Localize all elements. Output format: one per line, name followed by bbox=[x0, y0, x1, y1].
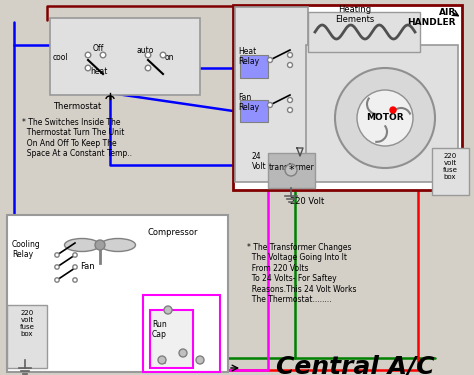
Text: * The Switches Inside The
  Thermostat Turn The Unit
  On And Off To Keep The
  : * The Switches Inside The Thermostat Tur… bbox=[22, 118, 132, 158]
Circle shape bbox=[55, 253, 59, 257]
Circle shape bbox=[196, 356, 204, 364]
Text: C: C bbox=[181, 352, 186, 358]
Text: *: * bbox=[288, 165, 294, 175]
Text: Fan
Relay: Fan Relay bbox=[238, 93, 259, 112]
Circle shape bbox=[73, 278, 77, 282]
Text: on: on bbox=[165, 53, 174, 62]
Text: S: S bbox=[198, 359, 202, 365]
Circle shape bbox=[145, 52, 151, 58]
Circle shape bbox=[55, 278, 59, 282]
Bar bbox=[240, 100, 268, 122]
Text: * The Transformer Changes
  The Voltage Going Into It
  From 220 Volts
  To 24 V: * The Transformer Changes The Voltage Go… bbox=[247, 243, 356, 304]
Text: Central A/C: Central A/C bbox=[276, 355, 434, 375]
Bar bbox=[306, 45, 458, 182]
Text: 220 Volt: 220 Volt bbox=[290, 197, 324, 206]
Bar bbox=[233, 5, 462, 190]
Circle shape bbox=[285, 164, 297, 176]
Text: 220
volt
fuse
box: 220 volt fuse box bbox=[443, 153, 457, 180]
Circle shape bbox=[288, 98, 292, 102]
Circle shape bbox=[179, 349, 187, 357]
Text: auto: auto bbox=[137, 46, 155, 55]
Text: Thermostat: Thermostat bbox=[53, 102, 101, 111]
Bar bbox=[7, 305, 47, 368]
Circle shape bbox=[160, 52, 166, 58]
Text: transformer: transformer bbox=[269, 163, 315, 172]
Text: cool: cool bbox=[53, 53, 69, 62]
Circle shape bbox=[100, 52, 106, 58]
Bar bbox=[268, 153, 315, 188]
Bar bbox=[150, 310, 193, 368]
Ellipse shape bbox=[64, 238, 100, 252]
Bar bbox=[308, 12, 420, 52]
Bar bbox=[432, 148, 469, 195]
Circle shape bbox=[55, 265, 59, 269]
Ellipse shape bbox=[100, 238, 136, 252]
Circle shape bbox=[335, 68, 435, 168]
Text: AIR
HANDLER: AIR HANDLER bbox=[408, 8, 456, 27]
Circle shape bbox=[357, 90, 413, 146]
Text: heat: heat bbox=[90, 67, 108, 76]
Circle shape bbox=[158, 356, 166, 364]
Text: 24
Volt: 24 Volt bbox=[252, 152, 266, 171]
Text: Off: Off bbox=[93, 44, 104, 53]
Bar bbox=[235, 7, 308, 182]
Text: Run
Cap: Run Cap bbox=[152, 320, 167, 339]
Circle shape bbox=[288, 108, 292, 112]
Text: MOTOR: MOTOR bbox=[366, 114, 404, 123]
Text: R: R bbox=[160, 359, 165, 365]
Text: Fan: Fan bbox=[80, 262, 95, 271]
Circle shape bbox=[145, 65, 151, 71]
Text: Cooling
Relay: Cooling Relay bbox=[12, 240, 41, 260]
Circle shape bbox=[390, 107, 396, 113]
Circle shape bbox=[73, 265, 77, 269]
Circle shape bbox=[85, 52, 91, 58]
Text: Heat
Relay: Heat Relay bbox=[238, 47, 259, 66]
Text: 220
volt
fuse
box: 220 volt fuse box bbox=[19, 310, 35, 337]
Circle shape bbox=[85, 65, 91, 71]
Bar bbox=[143, 295, 220, 372]
Circle shape bbox=[95, 240, 105, 250]
Circle shape bbox=[267, 57, 273, 63]
Circle shape bbox=[288, 63, 292, 68]
Circle shape bbox=[164, 306, 172, 314]
Circle shape bbox=[288, 53, 292, 57]
Circle shape bbox=[73, 253, 77, 257]
Text: A: A bbox=[165, 308, 170, 314]
Text: Heating
Elements: Heating Elements bbox=[336, 5, 374, 24]
Text: Compressor: Compressor bbox=[148, 228, 199, 237]
Circle shape bbox=[267, 102, 273, 108]
Bar bbox=[240, 55, 268, 78]
Bar bbox=[7, 215, 228, 372]
Bar bbox=[50, 18, 200, 95]
